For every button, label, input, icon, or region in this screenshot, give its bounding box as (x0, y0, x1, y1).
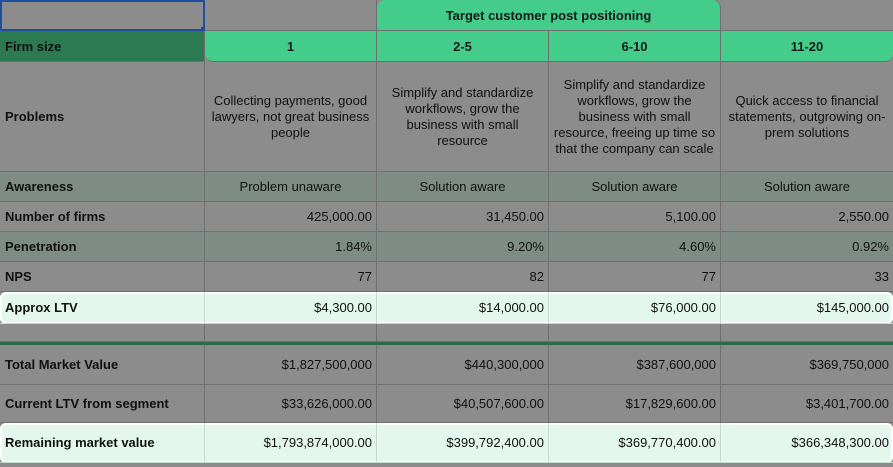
current-ltv-row: Current LTV from segment $33,626,000.00 … (0, 385, 893, 423)
problems-cell[interactable]: Collecting payments, good lawyers, not g… (205, 62, 377, 172)
remaining-cell[interactable]: $366,348,300.00 (721, 423, 893, 463)
awareness-cell[interactable]: Problem unaware (205, 172, 377, 202)
ltv-cell[interactable]: $76,000.00 (549, 292, 721, 324)
nps-cell[interactable]: 33 (721, 262, 893, 292)
firms-cell[interactable]: 5,100.00 (549, 202, 721, 232)
nps-cell[interactable]: 82 (377, 262, 549, 292)
banner-title: Target customer post positioning (377, 0, 721, 31)
current-ltv-cell[interactable]: $40,507,600.00 (377, 385, 549, 423)
firms-cell[interactable]: 31,450.00 (377, 202, 549, 232)
ltv-cell[interactable]: $14,000.00 (377, 292, 549, 324)
row-label[interactable]: Awareness (0, 172, 205, 202)
tmv-cell[interactable]: $387,600,000 (549, 345, 721, 385)
empty-cell[interactable] (0, 324, 205, 342)
row-label[interactable]: Number of firms (0, 202, 205, 232)
row-label[interactable]: Penetration (0, 232, 205, 262)
row-label[interactable]: NPS (0, 262, 205, 292)
current-ltv-cell[interactable]: $3,401,700.00 (721, 385, 893, 423)
penetration-cell[interactable]: 1.84% (205, 232, 377, 262)
firms-cell[interactable]: 425,000.00 (205, 202, 377, 232)
number-of-firms-row: Number of firms 425,000.00 31,450.00 5,1… (0, 202, 893, 232)
awareness-row: Awareness Problem unaware Solution aware… (0, 172, 893, 202)
problems-cell[interactable]: Quick access to financial statements, ou… (721, 62, 893, 172)
section-divider (0, 342, 893, 345)
nps-row: NPS 77 82 77 33 (0, 262, 893, 292)
problems-cell[interactable]: Simplify and standardize workflows, grow… (549, 62, 721, 172)
empty-cell[interactable] (721, 0, 893, 31)
banner-row: Target customer post positioning (0, 0, 893, 31)
segment-header-4[interactable]: 11-20 (721, 31, 893, 62)
ltv-cell[interactable]: $145,000.00 (721, 292, 893, 324)
current-ltv-cell[interactable]: $33,626,000.00 (205, 385, 377, 423)
penetration-row: Penetration 1.84% 9.20% 4.60% 0.92% (0, 232, 893, 262)
row-label[interactable]: Total Market Value (0, 345, 205, 385)
remaining-cell[interactable]: $369,770,400.00 (549, 423, 721, 463)
row-label[interactable]: Current LTV from segment (0, 385, 205, 423)
remaining-cell[interactable]: $1,793,874,000.00 (205, 423, 377, 463)
empty-cell[interactable] (205, 0, 377, 31)
remaining-value-highlight (0, 423, 893, 463)
tmv-cell[interactable]: $1,827,500,000 (205, 345, 377, 385)
nps-cell[interactable]: 77 (205, 262, 377, 292)
firm-size-label[interactable]: Firm size (0, 31, 205, 62)
row-label[interactable]: Problems (0, 62, 205, 172)
firm-size-row: Firm size 1 2-5 6-10 11-20 (0, 31, 893, 62)
penetration-cell[interactable]: 4.60% (549, 232, 721, 262)
nps-cell[interactable]: 77 (549, 262, 721, 292)
remaining-market-value-row: Remaining market value $1,793,874,000.00… (0, 423, 893, 463)
row-label[interactable]: Remaining market value (0, 423, 205, 463)
empty-cell[interactable] (377, 324, 549, 342)
row-label[interactable]: Approx LTV (0, 292, 205, 324)
segment-header-3[interactable]: 6-10 (549, 31, 721, 62)
empty-cell[interactable] (549, 324, 721, 342)
empty-row (0, 324, 893, 342)
penetration-cell[interactable]: 9.20% (377, 232, 549, 262)
ltv-cell[interactable]: $4,300.00 (205, 292, 377, 324)
approx-ltv-highlight (0, 292, 893, 324)
awareness-cell[interactable]: Solution aware (721, 172, 893, 202)
current-ltv-cell[interactable]: $17,829,600.00 (549, 385, 721, 423)
awareness-cell[interactable]: Solution aware (377, 172, 549, 202)
empty-cell[interactable] (205, 324, 377, 342)
firms-cell[interactable]: 2,550.00 (721, 202, 893, 232)
problems-cell[interactable]: Simplify and standardize workflows, grow… (377, 62, 549, 172)
segment-header-2[interactable]: 2-5 (377, 31, 549, 62)
awareness-cell[interactable]: Solution aware (549, 172, 721, 202)
approx-ltv-row: Approx LTV $4,300.00 $14,000.00 $76,000.… (0, 292, 893, 324)
selected-cell-a1[interactable] (0, 0, 205, 31)
empty-cell[interactable] (721, 324, 893, 342)
tmv-cell[interactable]: $369,750,000 (721, 345, 893, 385)
total-market-value-row: Total Market Value $1,827,500,000 $440,3… (0, 345, 893, 385)
problems-row: Problems Collecting payments, good lawye… (0, 62, 893, 172)
tmv-cell[interactable]: $440,300,000 (377, 345, 549, 385)
segment-header-1[interactable]: 1 (205, 31, 377, 62)
penetration-cell[interactable]: 0.92% (721, 232, 893, 262)
remaining-cell[interactable]: $399,792,400.00 (377, 423, 549, 463)
